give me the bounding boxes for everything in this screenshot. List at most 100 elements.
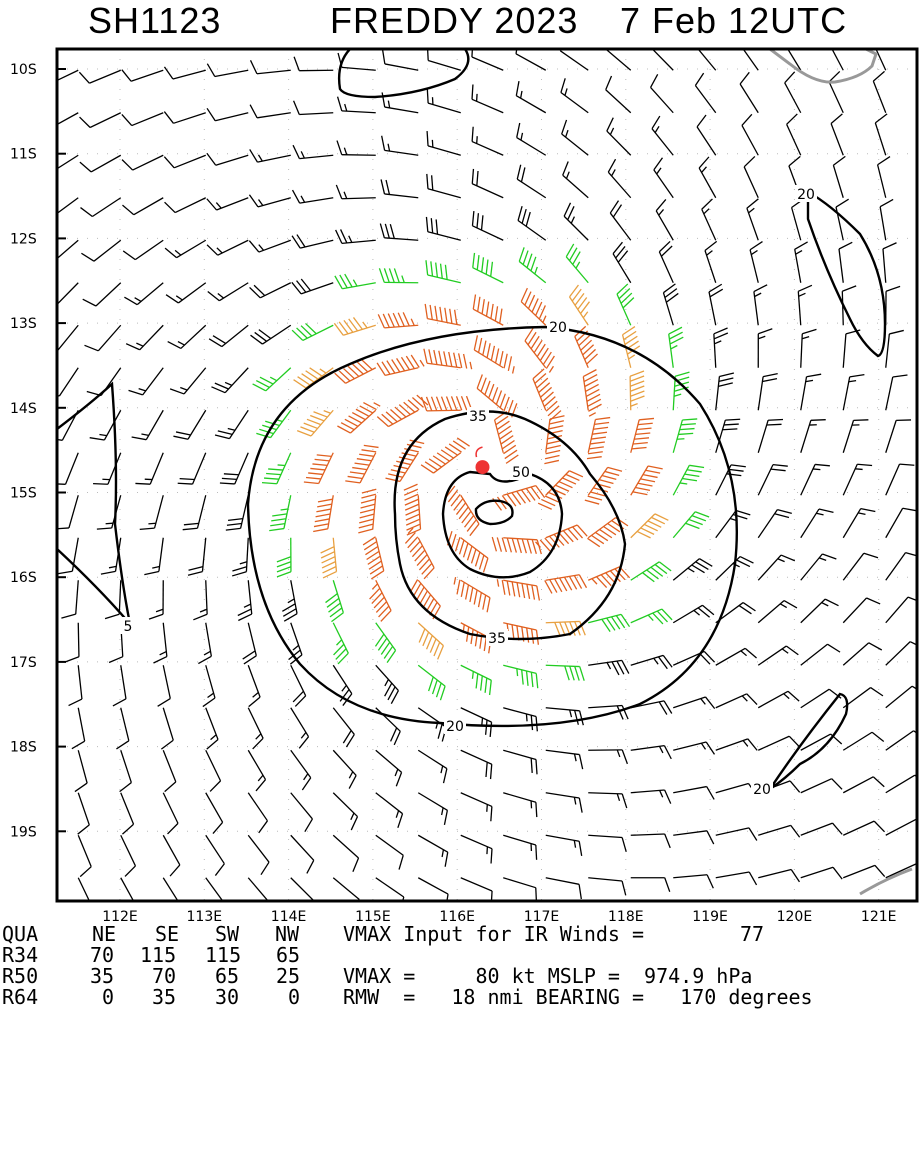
row-nw: 0 [288, 987, 300, 1008]
barb-feather [742, 114, 752, 125]
barb-feather [632, 448, 647, 449]
barb-feather [48, 438, 63, 440]
barb-staff [48, 70, 79, 85]
barb-feather [160, 652, 167, 655]
wind-barb [886, 286, 900, 325]
wind-barb [78, 878, 93, 919]
barb-staff [561, 93, 588, 113]
barb-staff [197, 495, 205, 528]
barb-feather [874, 821, 884, 832]
barb-staff [758, 465, 773, 496]
wind-barb [546, 835, 582, 856]
barb-staff [333, 708, 354, 735]
barb-feather [80, 117, 91, 127]
barb-feather [93, 484, 108, 485]
barb-feather [633, 492, 648, 495]
barb-feather [550, 416, 565, 419]
barb-staff [801, 599, 825, 623]
barb-staff [140, 325, 164, 350]
barb-feather [507, 538, 511, 552]
barb-feather [429, 349, 432, 364]
barb-feather [258, 775, 263, 781]
barb-feather [322, 562, 335, 568]
barb-feather [771, 469, 786, 471]
lat-label: 18S [10, 740, 37, 756]
barb-feather [527, 584, 530, 599]
barb-feather [258, 155, 262, 161]
barb-staff [652, 129, 673, 156]
barb-feather [211, 735, 217, 740]
barb-staff [754, 292, 758, 326]
barb-feather [900, 464, 915, 465]
barb-staff [78, 835, 91, 866]
barb-staff [695, 86, 715, 113]
barb-staff [503, 665, 536, 673]
wind-barb [472, 169, 503, 198]
barb-feather [348, 476, 363, 478]
barb-feather [686, 523, 700, 528]
barb-feather [355, 463, 370, 465]
barb-feather [40, 255, 53, 262]
barb-staff [758, 510, 777, 538]
barb-feather [490, 680, 492, 695]
wind-barb [249, 240, 290, 252]
barb-feather [622, 794, 627, 808]
barb-staff [229, 410, 248, 438]
wind-barb [422, 396, 472, 411]
barb-staff [146, 410, 163, 439]
barb-feather [58, 571, 73, 574]
barb-feather [635, 433, 650, 434]
barb-staff [750, 250, 758, 283]
barb-feather [83, 299, 96, 306]
barb-feather [454, 353, 457, 368]
barb-staff [384, 238, 418, 240]
barb-feather [517, 123, 520, 138]
wind-barb [886, 686, 919, 708]
wind-barb [345, 445, 378, 483]
wind-barb [336, 185, 375, 199]
barb-feather [226, 528, 241, 530]
barb-feather [585, 500, 599, 504]
barb-feather [745, 648, 756, 658]
barb-feather [675, 372, 689, 376]
barb-feather [293, 145, 299, 158]
barb-feather [858, 513, 865, 514]
barb-feather [461, 396, 466, 410]
barb-staff [132, 113, 163, 126]
barb-staff [829, 82, 843, 113]
barb-staff [669, 334, 674, 368]
barb-feather [701, 743, 705, 749]
wind-barb [291, 708, 309, 749]
barb-feather [827, 644, 840, 652]
wind-barb [251, 60, 291, 73]
barb-staff [257, 155, 290, 162]
barb-feather [390, 224, 394, 238]
wind-barb [386, 440, 425, 481]
barb-staff [607, 131, 631, 155]
wind-barb [546, 665, 584, 680]
barb-staff [517, 138, 546, 156]
barb-feather [176, 296, 182, 300]
barb-feather [405, 499, 419, 505]
barb-staff [843, 464, 857, 495]
wind-barb [886, 864, 919, 878]
barb-staff [831, 123, 843, 155]
barb-feather [82, 908, 92, 919]
wind-barb [376, 665, 399, 703]
barb-feather [244, 604, 251, 607]
wind-barb [758, 691, 799, 707]
barb-feather [256, 734, 261, 739]
barb-feather [383, 314, 389, 328]
wind-barb [758, 870, 799, 882]
wind-barb [333, 665, 352, 705]
barb-staff [222, 325, 248, 346]
barb-feather [638, 423, 653, 424]
header-vmax-value: 77 [740, 924, 764, 945]
wind-barb [709, 284, 723, 325]
barb-feather [629, 355, 635, 359]
wind-barb [878, 157, 890, 198]
wind-barb [61, 580, 78, 618]
contour-20kt-north [339, 49, 468, 97]
barb-feather [786, 646, 798, 655]
barb-staff [801, 509, 819, 538]
